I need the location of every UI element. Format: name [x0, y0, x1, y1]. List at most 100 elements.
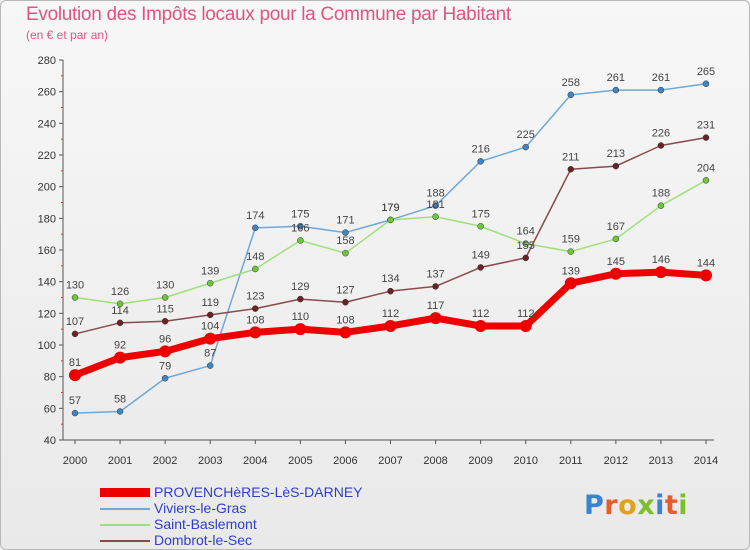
y-tick-label: 140: [38, 277, 56, 289]
data-label: 127: [336, 284, 354, 296]
data-point: [161, 318, 169, 325]
data-point: [522, 240, 529, 247]
data-point: [249, 326, 262, 339]
data-point: [294, 323, 307, 336]
data-point: [71, 294, 79, 301]
chart-title: Evolution des Impôts locaux pour la Comm…: [26, 4, 511, 25]
data-label: 139: [562, 265, 580, 277]
data-label: 81: [69, 357, 81, 369]
data-point: [567, 248, 575, 255]
data-label: 108: [336, 314, 354, 326]
x-tick-label: 2000: [63, 455, 87, 467]
data-label: 225: [517, 129, 535, 141]
data-label: 188: [652, 188, 670, 200]
data-label: 265: [697, 66, 715, 78]
data-label: 261: [607, 72, 625, 84]
data-label: 108: [246, 314, 264, 326]
data-point: [702, 177, 710, 184]
data-label: 258: [562, 77, 580, 89]
data-point: [71, 409, 79, 417]
data-label: 144: [697, 257, 715, 269]
data-point: [564, 277, 577, 290]
legend-item: Viviers-le-Gras: [100, 500, 420, 516]
data-label: 112: [382, 308, 400, 320]
data-label: 117: [427, 300, 445, 312]
data-point: [252, 265, 259, 273]
logo-letter: i: [655, 490, 665, 521]
data-point: [612, 162, 620, 170]
data-label: 112: [517, 308, 535, 320]
data-point: [297, 237, 304, 244]
data-point: [206, 311, 214, 319]
data-point: [429, 312, 442, 325]
data-label: 261: [652, 72, 670, 84]
data-label: 119: [201, 297, 219, 309]
data-point: [206, 280, 214, 287]
data-point: [612, 235, 620, 243]
proxiti-logo: Proxiti: [584, 490, 688, 521]
data-label: 145: [607, 256, 625, 268]
data-point: [519, 320, 532, 332]
data-label: 130: [156, 280, 174, 292]
data-point: [297, 223, 304, 230]
data-label: 213: [607, 148, 625, 160]
data-point: [116, 300, 124, 308]
data-label: 226: [652, 128, 670, 140]
x-tick-label: 2006: [333, 455, 357, 467]
data-label: 92: [114, 340, 126, 352]
data-label: 115: [156, 303, 174, 315]
logo-letter: o: [618, 490, 638, 521]
x-tick-label: 2008: [423, 455, 447, 467]
x-tick-label: 2009: [468, 455, 492, 467]
logo-letter: r: [604, 490, 619, 521]
x-tick-label: 2012: [604, 455, 628, 467]
data-point: [387, 216, 394, 224]
y-tick-label: 60: [44, 403, 56, 415]
x-tick-label: 2014: [694, 455, 718, 467]
legend-label: Saint-Baslemont: [154, 516, 257, 532]
data-label: 175: [471, 208, 489, 220]
data-point: [384, 320, 397, 332]
data-point: [609, 267, 622, 280]
data-label: 57: [69, 395, 81, 407]
data-label: 139: [201, 265, 219, 277]
data-label: 231: [697, 120, 715, 132]
y-tick-label: 240: [38, 118, 56, 130]
data-point: [522, 143, 529, 151]
data-label: 107: [66, 316, 84, 328]
data-label: 137: [426, 268, 444, 280]
data-point: [342, 229, 349, 236]
x-tick-label: 2005: [288, 455, 312, 467]
data-point: [432, 202, 439, 209]
y-tick-label: 200: [38, 182, 56, 194]
x-tick-label: 2010: [513, 455, 537, 467]
data-point: [522, 254, 529, 262]
data-label: 159: [562, 234, 580, 246]
data-label: 129: [291, 281, 309, 293]
data-label: 166: [291, 223, 309, 235]
logo-letter: P: [584, 490, 605, 521]
data-point: [567, 166, 575, 173]
legend-swatch: [100, 540, 150, 542]
data-label: 112: [472, 308, 490, 320]
data-label: 110: [292, 311, 310, 323]
data-point: [432, 213, 439, 220]
chart-legend: PROVENCHèRES-LèS-DARNEY Viviers-le-Gras …: [100, 484, 420, 548]
data-point: [474, 320, 487, 332]
data-point: [387, 287, 394, 295]
data-point: [700, 269, 712, 282]
data-point: [339, 326, 352, 339]
legend-item: Saint-Baslemont: [100, 516, 420, 532]
data-point: [204, 332, 217, 345]
legend-label: PROVENCHèRES-LèS-DARNEY: [154, 484, 363, 500]
y-tick-label: 80: [44, 372, 56, 384]
data-point: [342, 299, 349, 306]
data-label: 104: [201, 321, 219, 333]
data-label: 164: [517, 226, 535, 238]
x-tick-label: 2013: [649, 455, 673, 467]
data-point: [116, 319, 124, 327]
data-point: [69, 369, 81, 382]
x-tick-label: 2003: [198, 455, 222, 467]
data-label: 204: [697, 162, 715, 174]
data-point: [159, 345, 172, 358]
